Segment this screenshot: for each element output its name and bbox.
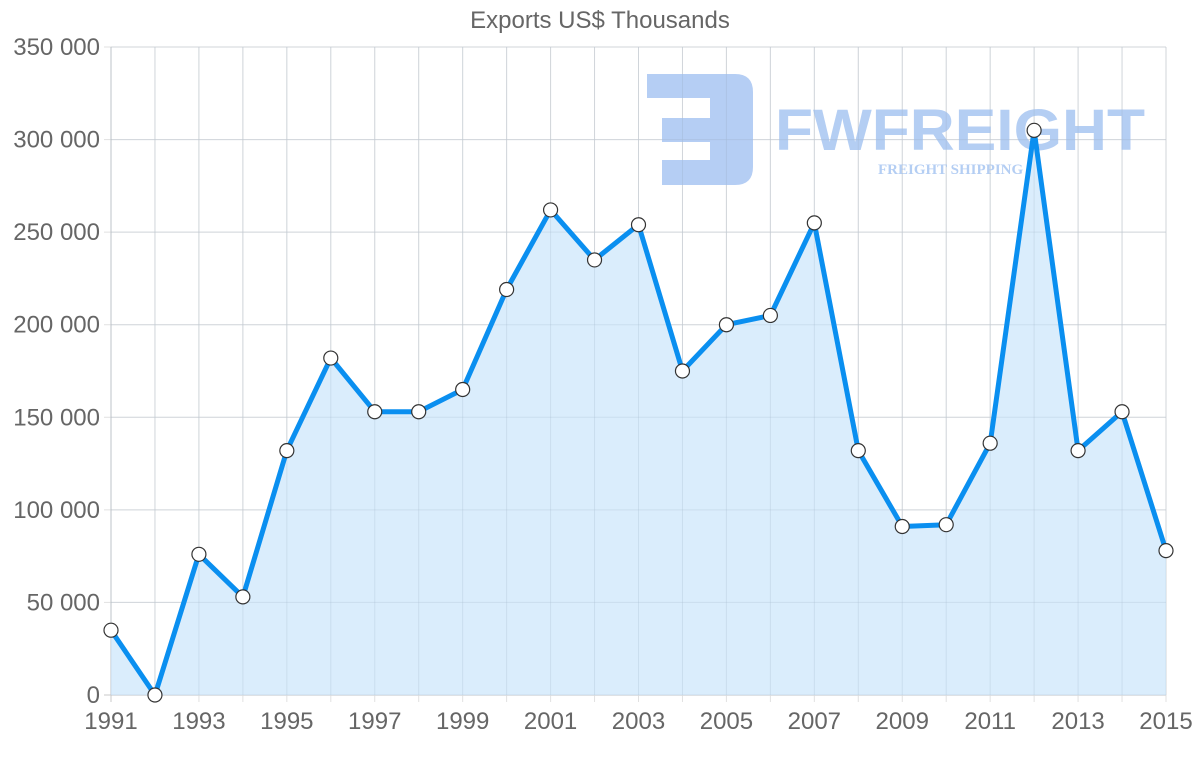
data-point[interactable] bbox=[411, 404, 427, 420]
x-tick-label: 1997 bbox=[348, 708, 401, 735]
data-point[interactable] bbox=[1070, 443, 1086, 459]
y-axis-labels: 0 50 000 100 000 150 000 200 000 250 000 300 0… bbox=[13, 34, 100, 709]
data-point[interactable] bbox=[499, 281, 515, 298]
data-point[interactable] bbox=[367, 404, 383, 420]
watermark-tagline: FREIGHT SHIPPING bbox=[878, 162, 1023, 178]
data-point[interactable] bbox=[850, 443, 866, 459]
data-point[interactable] bbox=[147, 687, 163, 703]
data-point[interactable] bbox=[762, 307, 778, 324]
data-point[interactable] bbox=[1158, 542, 1174, 559]
area-fill bbox=[111, 130, 1166, 696]
x-tick-label: 2015 bbox=[1139, 708, 1192, 735]
x-tick-label: 2007 bbox=[788, 708, 841, 735]
data-point[interactable] bbox=[1026, 122, 1042, 138]
y-tick-label: 100 000 bbox=[13, 497, 100, 524]
y-tick-label: 150 000 bbox=[13, 404, 100, 431]
data-point[interactable] bbox=[982, 435, 998, 451]
y-tick-label: 250 000 bbox=[13, 219, 100, 246]
data-point[interactable] bbox=[674, 363, 691, 379]
data-point[interactable] bbox=[894, 518, 910, 535]
data-point[interactable] bbox=[542, 202, 559, 218]
data-point[interactable] bbox=[938, 517, 954, 533]
grid-overlay bbox=[110, 46, 1167, 696]
y-tick-label: 50 000 bbox=[27, 589, 100, 616]
x-tick-label: 2013 bbox=[1051, 708, 1104, 735]
x-tick-label: 1993 bbox=[172, 708, 225, 735]
watermark-logo: FWFREIGHT FREIGHT SHIPPING bbox=[647, 74, 1145, 185]
logo-mark-icon bbox=[647, 74, 753, 185]
data-point[interactable] bbox=[103, 622, 119, 638]
data-point[interactable] bbox=[1114, 404, 1130, 420]
x-tick-label: 1991 bbox=[84, 708, 137, 735]
data-point[interactable] bbox=[806, 215, 822, 231]
y-tick-label: 0 bbox=[87, 682, 100, 709]
chart-title: Exports US$ Thousands bbox=[470, 7, 730, 34]
y-tick-label: 350 000 bbox=[13, 34, 100, 61]
x-tick-label: 2003 bbox=[612, 708, 665, 735]
data-point[interactable] bbox=[235, 589, 251, 605]
data-point[interactable] bbox=[630, 217, 647, 233]
x-tick-label: 2001 bbox=[524, 708, 577, 735]
x-tick-label: 2011 bbox=[964, 708, 1016, 735]
x-tick-label: 2005 bbox=[700, 708, 753, 735]
x-tick-label: 2009 bbox=[876, 708, 929, 735]
data-point[interactable] bbox=[455, 381, 471, 398]
x-axis-labels: 1991 1993 1995 1997 1999 2001 2003 2005 2007 2009… bbox=[84, 708, 1192, 735]
data-point[interactable] bbox=[586, 252, 603, 268]
data-points bbox=[103, 122, 1174, 703]
watermark-brand: FWFREIGHT bbox=[775, 98, 1145, 163]
x-tick-label: 1999 bbox=[436, 708, 489, 735]
data-point[interactable] bbox=[279, 443, 295, 459]
y-tick-label: 300 000 bbox=[13, 127, 100, 154]
data-point[interactable] bbox=[323, 350, 339, 366]
x-tick-label: 1995 bbox=[260, 708, 313, 735]
data-point[interactable] bbox=[191, 546, 207, 562]
data-point[interactable] bbox=[718, 317, 735, 333]
y-tick-label: 200 000 bbox=[13, 312, 100, 339]
